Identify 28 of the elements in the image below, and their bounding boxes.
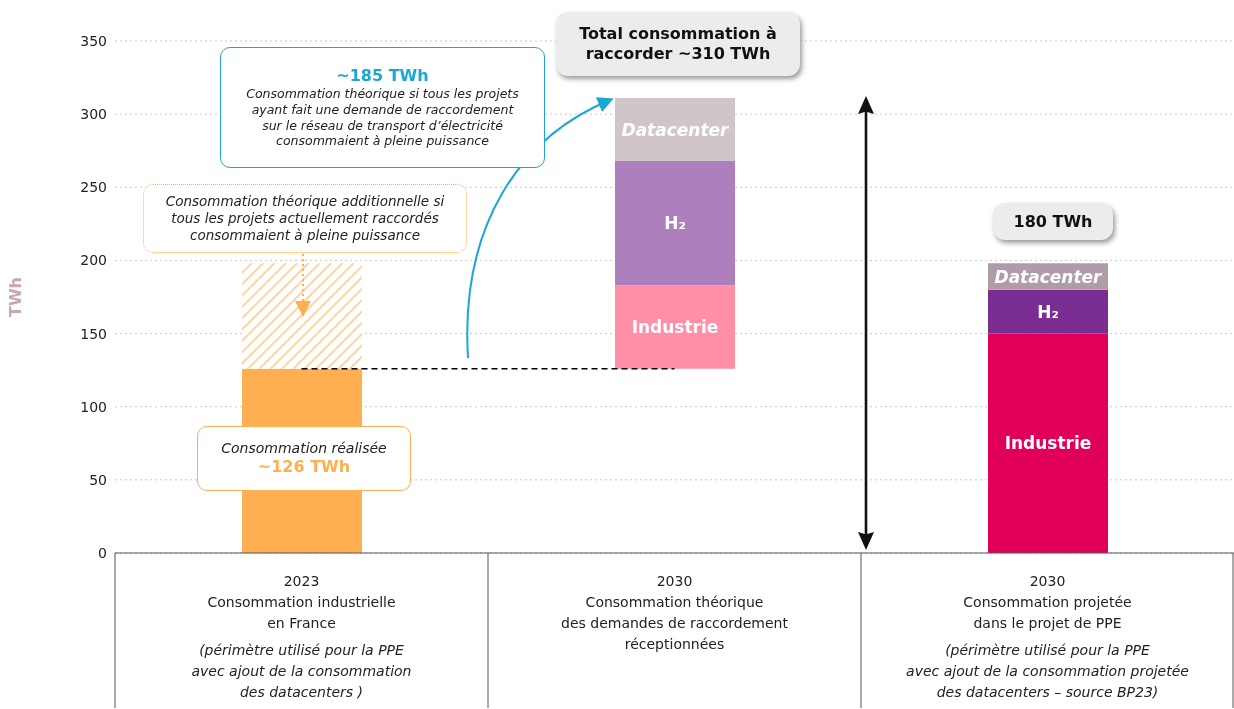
bar [242,263,362,369]
text: H₂ [664,213,686,234]
annotation: Consommation théorique additionnelle si tous les projets actuellement raccordés consommaient à pleine puissance [165,193,445,244]
data-label: Industrie [1004,433,1092,454]
y-axis-title: TWh [5,277,25,317]
y-tick-label: 350 [80,32,107,49]
y-tick-label: 0 [98,544,107,561]
y-tick-label: 250 [80,179,107,196]
x-tick-label: 2030 Consommation théorique des demandes de raccordement réceptionnées [561,573,789,652]
y-tick-label: 50 [89,471,107,488]
y-tick-label: 150 [80,325,107,342]
bar [988,333,1108,553]
y-tick-label: 200 [80,252,107,269]
series-label: Datacenter [994,266,1104,287]
bar [988,289,1108,334]
annotation: Total consommation à raccorder ~310 TWh [579,24,777,64]
x-tick-label: 2030 Consommation projetée dans le projet de PPE (périmètre utilisé pour la PPE avec ajout de la consommation projetée des datacenters – source BP23) [906,573,1189,700]
data-label: Industrie [631,316,719,337]
annotation: ~185 TWh Consommation théorique si tous les projets ayant fait une demande de raccordement sur le réseau de transport d’électricité consommaient à pleine puissance [246,66,519,149]
y-tick-label: 100 [80,398,107,415]
bar [615,285,735,369]
text: Datacenter [621,119,729,140]
bar [615,160,735,286]
y-tick-label: 300 [80,106,107,123]
annotation: 180 TWh [1013,211,1093,232]
x-tick-label: 2023 Consommation industrielle en France (périmètre utilisé pour la PPE avec ajout de la consommation des datacenters ) [191,573,412,700]
annotation: Consommation réalisée ~126 TWh [221,439,387,478]
series-label: H₂ [1037,301,1059,322]
